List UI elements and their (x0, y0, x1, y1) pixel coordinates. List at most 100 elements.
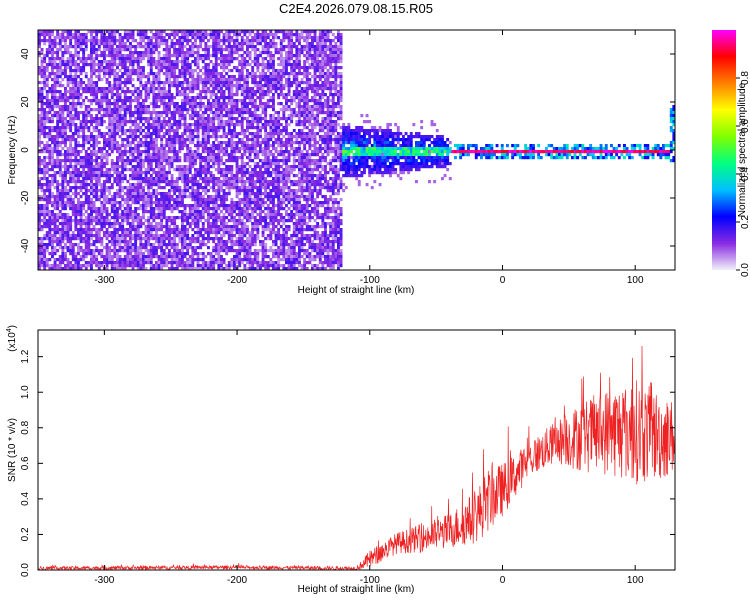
spectrogram-cell (71, 36, 75, 40)
spectrogram-cell (43, 87, 47, 91)
spectrogram-cell (235, 228, 239, 232)
spectrogram-cell (170, 63, 174, 67)
spectrogram-cell (66, 150, 70, 154)
spectrogram-cell (152, 141, 156, 145)
spectrogram-cell (235, 147, 239, 151)
spectrogram-cell (168, 36, 171, 40)
spectrogram-cell (77, 249, 80, 253)
spectrogram-cell (181, 216, 184, 220)
spectrogram-cell (204, 30, 208, 34)
spectrogram-cell (38, 123, 41, 127)
spectrogram-cell (181, 264, 184, 268)
spectrogram-cell (64, 165, 67, 169)
spectrogram-cell (217, 114, 221, 118)
spectrogram-cell (139, 93, 143, 97)
spectrogram-cell (191, 192, 195, 196)
spectrogram-cell (90, 114, 93, 118)
spectrogram-cell (100, 201, 104, 205)
spectrogram-cell (196, 261, 200, 265)
spectrogram-cell (240, 54, 244, 58)
spectrogram-cell (222, 150, 226, 154)
spectrogram-cell (217, 51, 221, 55)
spectrogram-cell (71, 255, 75, 259)
spectrogram-cell (194, 144, 197, 148)
spectrogram-cell (48, 72, 52, 76)
spectrogram-cell (118, 147, 122, 151)
spectrogram-cell (212, 69, 216, 73)
spectrogram-cell (121, 219, 125, 223)
spectrogram-cell (183, 117, 187, 121)
spectrogram-cell (64, 150, 67, 154)
spectrogram-cell (129, 54, 132, 58)
spectrogram-cell (113, 222, 117, 226)
spectrogram-cell (188, 216, 192, 220)
spectrogram-cell (74, 117, 78, 121)
spectrogram-cell (66, 66, 70, 70)
spectrogram-cell (79, 57, 83, 61)
spectrogram-cell (66, 36, 70, 40)
spectrogram-cell (201, 171, 205, 175)
spectrogram-cell (40, 150, 44, 154)
spectrogram-cell (217, 216, 221, 220)
spectrogram-cell (105, 54, 109, 58)
spectrogram-cell (56, 84, 60, 88)
spectrogram-cell (157, 75, 161, 79)
spectrogram-cell (191, 252, 195, 256)
spectrogram-cell (222, 123, 226, 127)
spectrogram-cell (212, 222, 216, 226)
spectrogram-cell (123, 150, 127, 154)
spectrogram-cell (212, 141, 216, 145)
spectrogram-cell (142, 237, 145, 241)
spectrogram-cell (240, 114, 244, 118)
spectrogram-cell (233, 153, 236, 157)
spectrogram-cell (178, 138, 182, 142)
spectrogram-cell (142, 165, 145, 169)
spectrogram-cell (118, 150, 122, 154)
spectrogram-cell (51, 204, 54, 208)
spectrogram-cell (43, 267, 47, 270)
spectrogram-cell (178, 249, 182, 253)
spectrogram-cell (181, 237, 184, 241)
spectrogram-cell (79, 69, 83, 73)
spectrogram-cell (212, 84, 216, 88)
spectrogram-cell (77, 174, 80, 178)
spectrogram-cell (217, 96, 221, 100)
spectrogram-cell (38, 36, 41, 40)
spectrogram-cell (181, 213, 184, 217)
spectrogram-cell (181, 192, 184, 196)
spectrogram-cell (134, 111, 138, 115)
spectrogram-cell (165, 207, 169, 211)
spectrogram-cell (191, 75, 195, 79)
spectrogram-cell (225, 120, 229, 124)
spectrogram-cell (61, 171, 65, 175)
spectrogram-cell (155, 159, 158, 163)
spectrogram-cell (152, 168, 156, 172)
spectrogram-cell (243, 258, 247, 262)
spectrogram-cell (136, 123, 140, 127)
spectrogram-cell (53, 135, 57, 139)
spectrogram-cell (144, 201, 148, 205)
spectrogram-cell (123, 57, 127, 61)
spectrogram-cell (170, 195, 174, 199)
spectrogram-cell (69, 159, 73, 163)
spectrogram-cell (126, 138, 130, 142)
spectrogram-cell (87, 57, 91, 61)
spectrogram-cell (105, 231, 109, 235)
spectrogram-cell (204, 264, 208, 268)
spectrogram-cell (113, 147, 117, 151)
spectrogram-cell (69, 147, 73, 151)
spectrogram-cell (118, 258, 122, 262)
spectrogram-cell (178, 36, 182, 40)
spectrogram-cell (222, 201, 226, 205)
spectrogram-cell (235, 219, 239, 223)
spectrogram-cell (43, 78, 47, 82)
spectrogram-cell (235, 84, 239, 88)
spectrogram-cell (126, 60, 130, 64)
spectrogram-cell (173, 60, 177, 64)
spectrogram-cell (123, 213, 127, 217)
spectrogram-cell (220, 117, 223, 121)
spectrogram-cell (136, 258, 140, 262)
spectrogram-cell (129, 63, 132, 67)
spectrogram-cell (87, 120, 91, 124)
spectrogram-cell (90, 204, 93, 208)
